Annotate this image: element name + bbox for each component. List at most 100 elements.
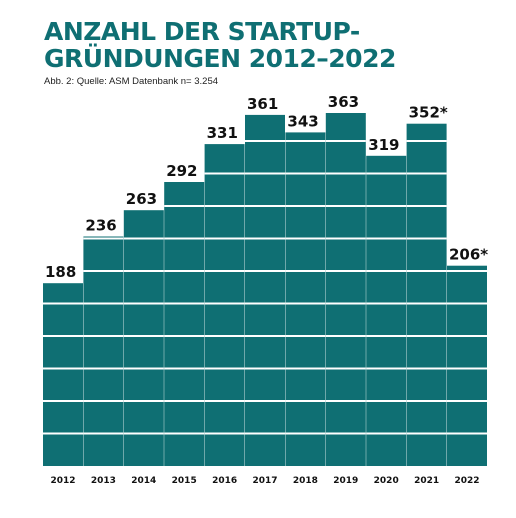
bar-stripe	[406, 432, 447, 435]
bar-2020	[366, 155, 407, 467]
bar-stripe	[406, 400, 447, 402]
bar-2018	[285, 132, 326, 466]
bar-2013	[83, 236, 124, 466]
bar-value-label-2014: 263	[126, 190, 157, 208]
bar-rect-2015	[164, 182, 205, 466]
bar-stripe	[204, 335, 245, 337]
bar-value-label-2016: 331	[207, 124, 238, 142]
bar-stripe	[123, 432, 164, 435]
bar-stripe	[245, 172, 285, 175]
bar-stripe	[43, 432, 83, 435]
chart-source-note: Abb. 2: Quelle: ASM Datenbank n= 3.254	[44, 76, 219, 87]
bar-2016	[204, 144, 245, 466]
bar-rect-2017	[245, 114, 285, 467]
bar-stripe	[164, 302, 205, 305]
bar-rect-2013	[83, 236, 124, 466]
bar-stripe	[164, 432, 205, 435]
bar-stripe	[366, 335, 407, 337]
bar-stripe	[204, 302, 245, 305]
bar-stripe	[43, 400, 83, 402]
bar-stripe	[245, 400, 285, 402]
bar-stripe	[245, 367, 285, 370]
bar-stripe	[447, 367, 487, 370]
bar-stripe	[285, 432, 326, 435]
x-tick-label-2016: 2016	[212, 476, 237, 486]
bar-stripe	[43, 335, 83, 337]
bar-stripe	[83, 335, 124, 337]
bar-stripe	[366, 302, 407, 305]
bar-stripe	[366, 270, 407, 272]
bar-stripe	[285, 270, 326, 272]
x-tick-label-2021: 2021	[414, 476, 439, 486]
bar-2019	[325, 113, 366, 466]
bar-stripe	[406, 270, 447, 272]
bar-stripe	[83, 400, 124, 402]
bar-stripe	[245, 302, 285, 305]
bar-stripe	[204, 172, 245, 175]
bar-stripe	[43, 367, 83, 370]
bar-value-label-2021: 352*	[409, 104, 448, 122]
bar-value-label-2018: 343	[287, 112, 318, 130]
bar-stripe	[285, 237, 326, 240]
bar-stripe	[325, 140, 366, 142]
bar-stripe	[123, 237, 164, 240]
x-tick-label-2022: 2022	[454, 476, 479, 486]
bar-stripe	[447, 335, 487, 337]
bar-stripe	[325, 302, 366, 305]
chart-title: ANZAHL DER STARTUP- GRÜNDUNGEN 2012–2022	[44, 18, 504, 72]
bar-stripe	[245, 270, 285, 272]
bar-value-label-2017: 361	[247, 95, 278, 113]
bar-stripe	[83, 367, 124, 370]
bar-rect-2018	[285, 132, 326, 466]
bar-rect-2020	[366, 155, 407, 467]
bar-rect-2019	[325, 113, 366, 466]
bar-stripe	[285, 302, 326, 305]
bar-2022	[447, 265, 487, 466]
x-tick-label-2013: 2013	[91, 476, 116, 486]
bar-stripe	[406, 335, 447, 337]
bar-stripe	[245, 205, 285, 207]
bar-stripe	[325, 270, 366, 272]
bar-stripe	[285, 335, 326, 337]
bar-value-label-2012: 188	[45, 263, 76, 281]
bar-stripe	[285, 367, 326, 370]
bar-stripe	[164, 270, 205, 272]
bar-stripe	[406, 205, 447, 207]
bar-stripe	[447, 400, 487, 402]
bar-stripe	[204, 205, 245, 207]
bar-2014	[123, 210, 164, 466]
bar-stripe	[164, 237, 205, 240]
bar-stripe	[285, 205, 326, 207]
bar-rect-2022	[447, 265, 487, 466]
bar-rect-2021	[406, 123, 447, 466]
bar-stripe	[325, 335, 366, 337]
bar-stripe	[83, 237, 124, 240]
bar-value-label-2020: 319	[368, 136, 399, 154]
x-tick-label-2018: 2018	[293, 476, 318, 486]
bar-stripe	[123, 400, 164, 402]
bar-stripe	[245, 432, 285, 435]
bar-stripe	[406, 367, 447, 370]
bar-stripe	[123, 270, 164, 272]
bar-value-label-2022: 206*	[449, 246, 488, 264]
bar-stripe	[123, 367, 164, 370]
bar-stripe	[204, 400, 245, 402]
bar-stripe	[366, 432, 407, 435]
bar-stripe	[164, 367, 205, 370]
bar-stripe	[366, 172, 407, 175]
bar-stripe	[325, 205, 366, 207]
bar-stripe	[406, 237, 447, 240]
bar-stripe	[325, 237, 366, 240]
bar-stripe	[204, 432, 245, 435]
bar-stripe	[83, 432, 124, 435]
bar-stripe	[325, 367, 366, 370]
x-tick-label-2017: 2017	[252, 476, 277, 486]
bar-stripe	[406, 140, 447, 142]
bar-stripe	[447, 302, 487, 305]
bar-stripe	[366, 205, 407, 207]
bar-stripe	[164, 335, 205, 337]
bar-rect-2014	[123, 210, 164, 466]
bar-stripe	[285, 172, 326, 175]
bar-stripe	[43, 302, 83, 305]
chart-title-line-2: GRÜNDUNGEN 2012–2022	[44, 44, 396, 73]
